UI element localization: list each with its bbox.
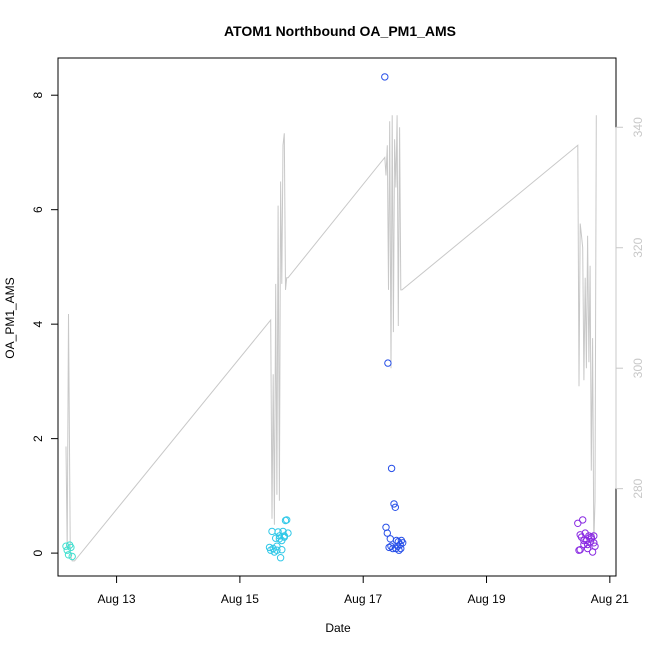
y-axis-label: OA_PM1_AMS [3,277,17,358]
data-point-s3-16 [580,536,588,545]
plot-frame [57,57,617,577]
y-tick-label-3: 6 [31,206,45,213]
x-axis-label: Date [325,621,351,635]
data-point-s2-2 [384,359,392,367]
y-axis-right: 280 300 320 340 [615,117,645,499]
data-point-s1-17 [275,532,284,540]
data-point-s3-19 [590,539,598,547]
x-tick-label-2: Aug 17 [344,592,382,606]
y-tick-label-0: 0 [31,549,45,556]
data-point-s1-19 [280,532,288,540]
data-point-s1-18 [278,546,286,554]
data-point-s0-5 [68,552,76,561]
secondary-series-line [65,115,597,562]
x-axis: Aug 13 Aug 15 Aug 17 Aug 19 Aug 21 [98,575,629,606]
data-point-s1-2 [268,527,276,536]
y2-tick-label-1: 300 [631,358,645,378]
data-point-s0-4 [67,543,75,552]
data-point-s1-6 [273,546,281,554]
secondary-line-layer [65,115,597,562]
data-point-s1-3 [269,544,277,553]
x-tick-label-1: Aug 15 [221,592,259,606]
data-point-s3-5 [580,540,588,549]
data-point-s1-14 [283,516,291,524]
x-tick-label-4: Aug 21 [591,592,629,606]
y-tick-label-2: 4 [31,320,45,327]
data-point-s1-5 [272,534,280,542]
data-point-s1-9 [276,554,285,562]
x-tick-label-0: Aug 13 [98,592,136,606]
data-point-s2-15 [383,529,391,537]
data-point-s1-7 [274,528,282,536]
y2-tick-label-2: 320 [631,237,645,257]
chart-title: ATOM1 Northbound OA_PM1_AMS [224,23,456,39]
data-point-s2-18 [394,538,402,546]
y2-tick-label-0: 280 [631,478,645,498]
data-point-s3-0 [574,519,582,527]
data-points-layer [62,73,599,562]
data-point-s0-0 [62,542,70,550]
y-tick-label-4: 8 [31,92,45,99]
data-point-s2-0 [381,73,389,81]
data-point-s2-9 [392,536,401,545]
data-point-s1-16 [273,542,281,550]
y2-tick-label-3: 340 [631,117,645,137]
data-point-s3-8 [583,544,592,553]
data-point-s3-4 [579,516,587,524]
data-point-s2-17 [392,544,400,553]
data-point-s2-3 [385,543,393,552]
data-point-s2-7 [390,500,398,508]
data-point-s2-5 [387,464,396,473]
data-point-s3-15 [576,546,584,554]
data-point-s2-8 [391,503,399,511]
x-tick-label-3: Aug 19 [467,592,505,606]
data-point-s0-2 [64,551,73,559]
y-axis-left: 0 2 4 6 8 [31,92,59,556]
data-point-s3-14 [591,542,599,550]
y-tick-label-1: 2 [31,435,45,442]
data-point-s2-19 [397,544,405,553]
